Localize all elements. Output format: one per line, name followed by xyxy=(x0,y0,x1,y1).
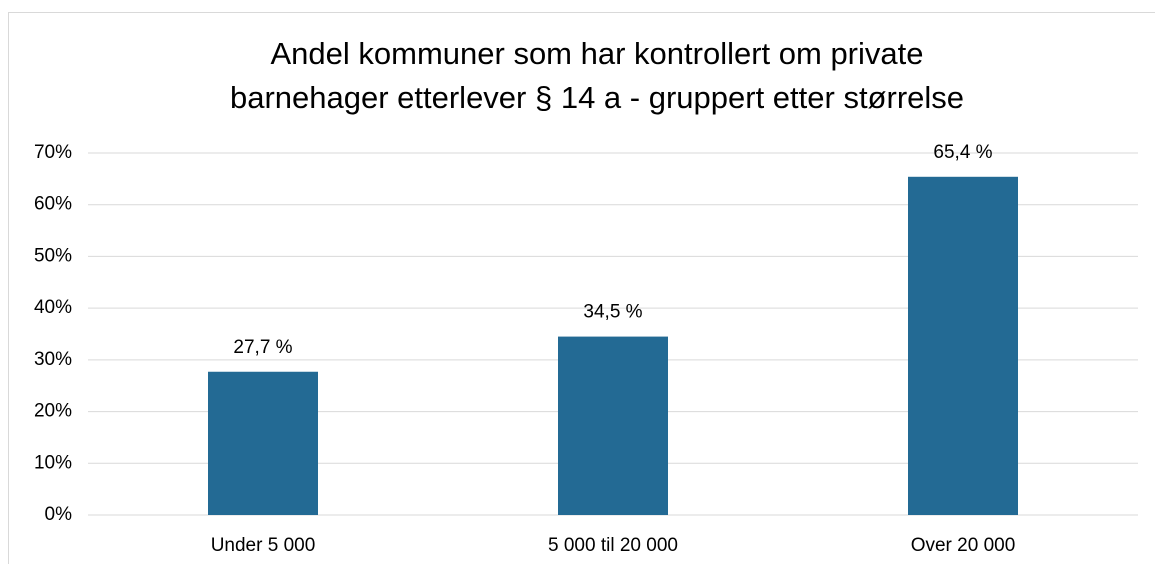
y-tick-label: 20% xyxy=(34,401,72,422)
y-tick-label: 10% xyxy=(34,452,72,473)
chart-border xyxy=(8,12,1155,564)
data-label: 65,4 % xyxy=(933,142,992,163)
bar xyxy=(908,176,1018,515)
chart-title: barnehager etterlever § 14 a - gruppert … xyxy=(230,80,964,115)
y-tick-label: 40% xyxy=(34,297,72,318)
data-label: 27,7 % xyxy=(233,337,292,358)
x-tick-label: 5 000 til 20 000 xyxy=(548,535,678,556)
bar xyxy=(558,336,668,515)
chart-title: Andel kommuner som har kontrollert om pr… xyxy=(271,36,924,71)
y-tick-label: 30% xyxy=(34,349,72,370)
x-tick-label: Over 20 000 xyxy=(911,535,1016,556)
y-tick-label: 60% xyxy=(34,194,72,215)
data-label: 34,5 % xyxy=(583,302,642,323)
y-tick-label: 70% xyxy=(34,142,72,163)
x-tick-label: Under 5 000 xyxy=(211,535,316,556)
y-tick-label: 50% xyxy=(34,245,72,266)
bar xyxy=(208,371,318,515)
y-tick-label: 0% xyxy=(45,504,73,525)
